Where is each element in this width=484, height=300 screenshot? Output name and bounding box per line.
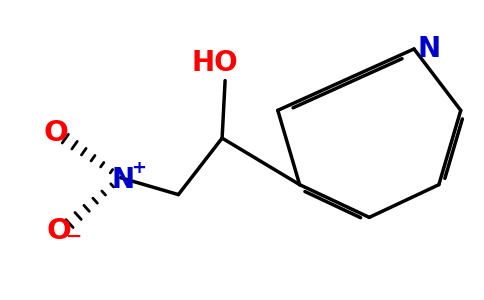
Text: N: N bbox=[418, 35, 441, 63]
Text: −: − bbox=[66, 227, 82, 246]
Text: O: O bbox=[44, 119, 69, 147]
Text: N: N bbox=[111, 166, 134, 194]
Text: O: O bbox=[46, 217, 72, 245]
Text: HO: HO bbox=[192, 49, 239, 77]
Text: +: + bbox=[131, 159, 146, 177]
